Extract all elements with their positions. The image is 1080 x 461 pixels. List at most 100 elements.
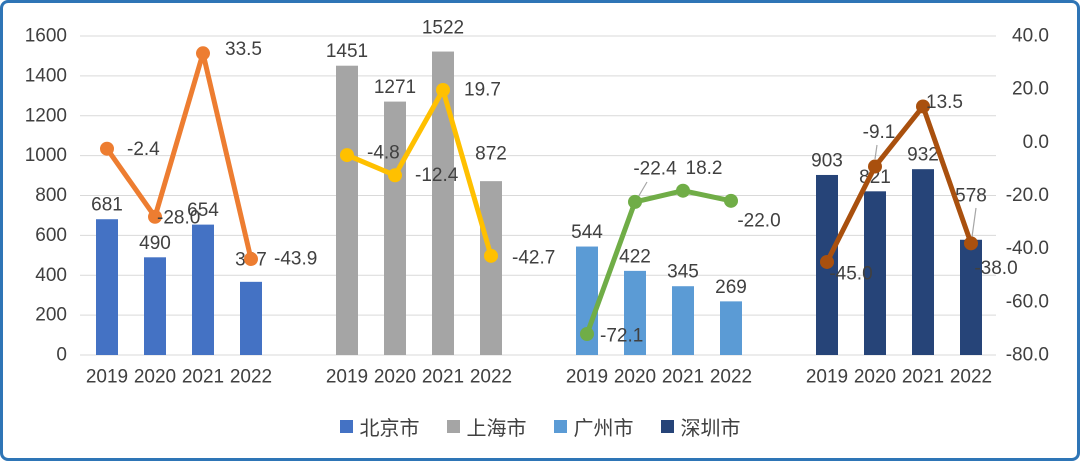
data-point-marker: [436, 82, 450, 97]
label-leader-line: [971, 207, 977, 238]
bar: [432, 51, 454, 356]
data-point-marker: [676, 183, 690, 198]
bar-value-label: 345: [667, 262, 699, 283]
legend-label: 深圳市: [680, 418, 741, 440]
left-axis-tick: 800: [35, 185, 67, 206]
line-value-label: -38.0: [974, 258, 1017, 279]
bar-value-label: 422: [619, 246, 651, 267]
bar-value-label: 578: [955, 186, 987, 207]
legend-label: 上海市: [466, 418, 527, 440]
bar-value-label: 1271: [374, 77, 416, 98]
right-axis-tick: -60.0: [1006, 291, 1049, 312]
right-axis-tick: -80.0: [1006, 345, 1049, 366]
left-axis-tick: 0: [56, 345, 67, 366]
bar-value-label: 269: [715, 277, 747, 298]
bar: [240, 281, 262, 355]
data-point-marker: [244, 252, 258, 267]
line-value-label: -9.1: [863, 122, 896, 143]
data-point-marker: [196, 46, 210, 61]
line-value-label: 18.2: [686, 158, 723, 179]
bar: [96, 219, 118, 355]
x-axis-label: 2019: [806, 367, 848, 388]
left-axis-tick: 1600: [25, 26, 67, 47]
data-point-marker: [148, 209, 162, 224]
bar-value-label: 872: [475, 144, 507, 165]
line-value-label: -72.1: [600, 325, 643, 346]
label-leader-line: [874, 144, 878, 160]
left-axis-tick: 1200: [25, 105, 67, 126]
bar: [480, 181, 502, 355]
x-axis-label: 2020: [854, 367, 896, 388]
bar: [960, 239, 982, 355]
legend-item: 北京市: [339, 412, 420, 441]
legend-swatch-icon: [660, 420, 674, 433]
data-point-marker: [388, 168, 402, 183]
right-axis-tick: -40.0: [1006, 238, 1049, 259]
combo-chart: 0 200 400 600 800 1000 1200 1400 1600 40.0 20.0 0.0…: [25, 18, 1049, 388]
bar: [336, 65, 358, 355]
right-axis-tick: 20.0: [1012, 79, 1049, 100]
line-value-label: -43.9: [274, 249, 317, 270]
trend-line: [584, 188, 734, 337]
legend: 北京市 上海市 广州市 深圳市: [3, 412, 1077, 441]
x-axis-label: 2022: [950, 367, 992, 388]
left-axis-tick: 1400: [25, 65, 67, 86]
legend-swatch-icon: [553, 420, 567, 433]
legend-item: 上海市: [446, 412, 527, 441]
legend-item: 广州市: [553, 412, 634, 441]
right-axis-tick: 0.0: [1023, 132, 1049, 153]
line-value-label: -28.0: [157, 207, 200, 228]
bar: [384, 101, 406, 355]
legend-swatch-icon: [339, 420, 353, 433]
data-point-marker: [628, 194, 642, 209]
legend-label: 北京市: [359, 418, 420, 440]
x-axis-label: 2020: [374, 367, 416, 388]
trend-line: [824, 103, 974, 265]
x-axis-label: 2020: [134, 367, 176, 388]
bar-value-label: 544: [571, 222, 603, 243]
trend-line: [344, 87, 494, 259]
bar: [144, 257, 166, 355]
legend-label: 广州市: [573, 418, 634, 440]
bar-value-label: 1522: [422, 18, 464, 39]
x-axis-label: 2022: [230, 367, 272, 388]
bar-value-label: 654: [187, 200, 219, 221]
x-axis-label: 2021: [662, 367, 704, 388]
right-axis-tick: 40.0: [1012, 26, 1049, 47]
line-value-label: -2.4: [127, 139, 160, 160]
bar: [720, 301, 742, 355]
x-axis-label: 2019: [566, 367, 608, 388]
line-value-label: -22.4: [633, 158, 677, 179]
data-point-marker: [724, 193, 738, 208]
data-point-marker: [964, 236, 978, 251]
line-value-label: -42.7: [512, 247, 555, 268]
line-value-label: 13.5: [926, 92, 963, 113]
left-axis-tick: 1000: [25, 145, 67, 166]
left-axis-tick: 600: [35, 225, 67, 246]
x-axis-label: 2022: [470, 367, 512, 388]
x-axis-label: 2021: [902, 367, 944, 388]
data-point-marker: [916, 99, 930, 114]
bar: [576, 246, 598, 355]
line-value-label: -4.8: [367, 143, 400, 164]
data-point-marker: [100, 141, 114, 156]
bar: [864, 191, 886, 355]
line-value-label: 19.7: [464, 79, 501, 100]
bar-value-label: 903: [811, 150, 843, 171]
x-axis-label: 2022: [710, 367, 752, 388]
legend-item: 深圳市: [660, 412, 741, 441]
x-axis-label: 2020: [614, 367, 656, 388]
left-axis-tick: 400: [35, 265, 67, 286]
x-axis-label: 2021: [422, 367, 464, 388]
bar: [192, 224, 214, 355]
bar: [672, 286, 694, 355]
trend-line: [104, 50, 254, 262]
bar-value-label: 681: [91, 195, 123, 216]
data-point-marker: [868, 159, 882, 174]
left-axis-tick: 200: [35, 305, 67, 326]
line-value-label: -45.0: [829, 263, 872, 284]
bar-value-label: 932: [907, 145, 939, 166]
line-value-label: -12.4: [415, 165, 459, 186]
data-point-marker: [484, 248, 498, 263]
